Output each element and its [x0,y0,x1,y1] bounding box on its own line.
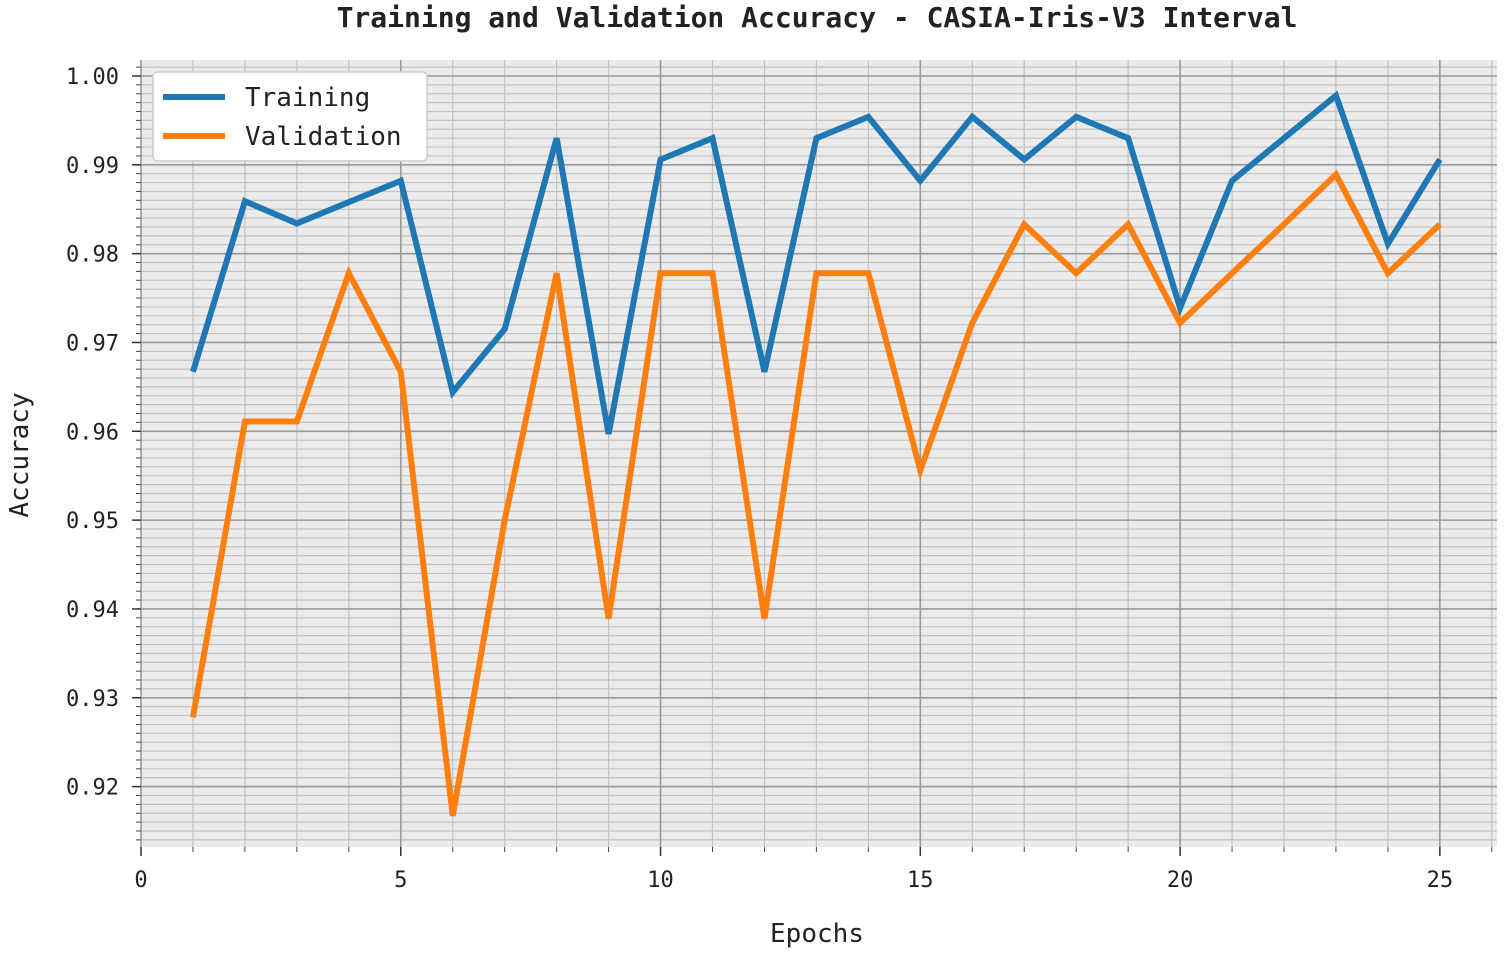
y-tick-label: 0.98 [66,243,119,268]
series-lines [189,90,1443,817]
y-tick-label: 0.96 [66,420,119,445]
x-tick-label: 20 [1167,868,1194,893]
x-tick-label: 0 [134,868,147,893]
x-tick-label: 25 [1427,868,1454,893]
x-tick-labels: 0 5 10 15 20 25 [134,868,1453,893]
y-tick-labels: 0.92 0.93 0.94 0.95 0.96 0.97 0.98 0.99 1.00 [66,65,119,801]
y-tick-label: 1.00 [66,65,119,90]
legend-label-training: Training [245,83,370,113]
series-line-validation [189,169,1442,817]
y-tick-label: 0.99 [66,154,119,179]
plot-area [141,60,1497,847]
x-axis-label: Epochs [770,919,864,949]
y-tick-label: 0.93 [66,687,119,712]
y-tick-label: 0.92 [66,776,119,801]
y-tick-label: 0.94 [66,598,119,623]
y-axis-label: Accuracy [5,392,35,517]
chart-title: Training and Validation Accuracy - CASIA… [337,1,1298,34]
x-tick-label: 15 [907,868,934,893]
series-line-training [190,90,1443,435]
y-tick-label: 0.97 [66,331,119,356]
x-tick-label: 5 [394,868,407,893]
legend: Training Validation [152,71,428,162]
axis-ticks [132,66,1493,856]
x-tick-label: 10 [647,868,674,893]
legend-label-validation: Validation [245,122,402,152]
y-tick-label: 0.95 [66,509,119,534]
